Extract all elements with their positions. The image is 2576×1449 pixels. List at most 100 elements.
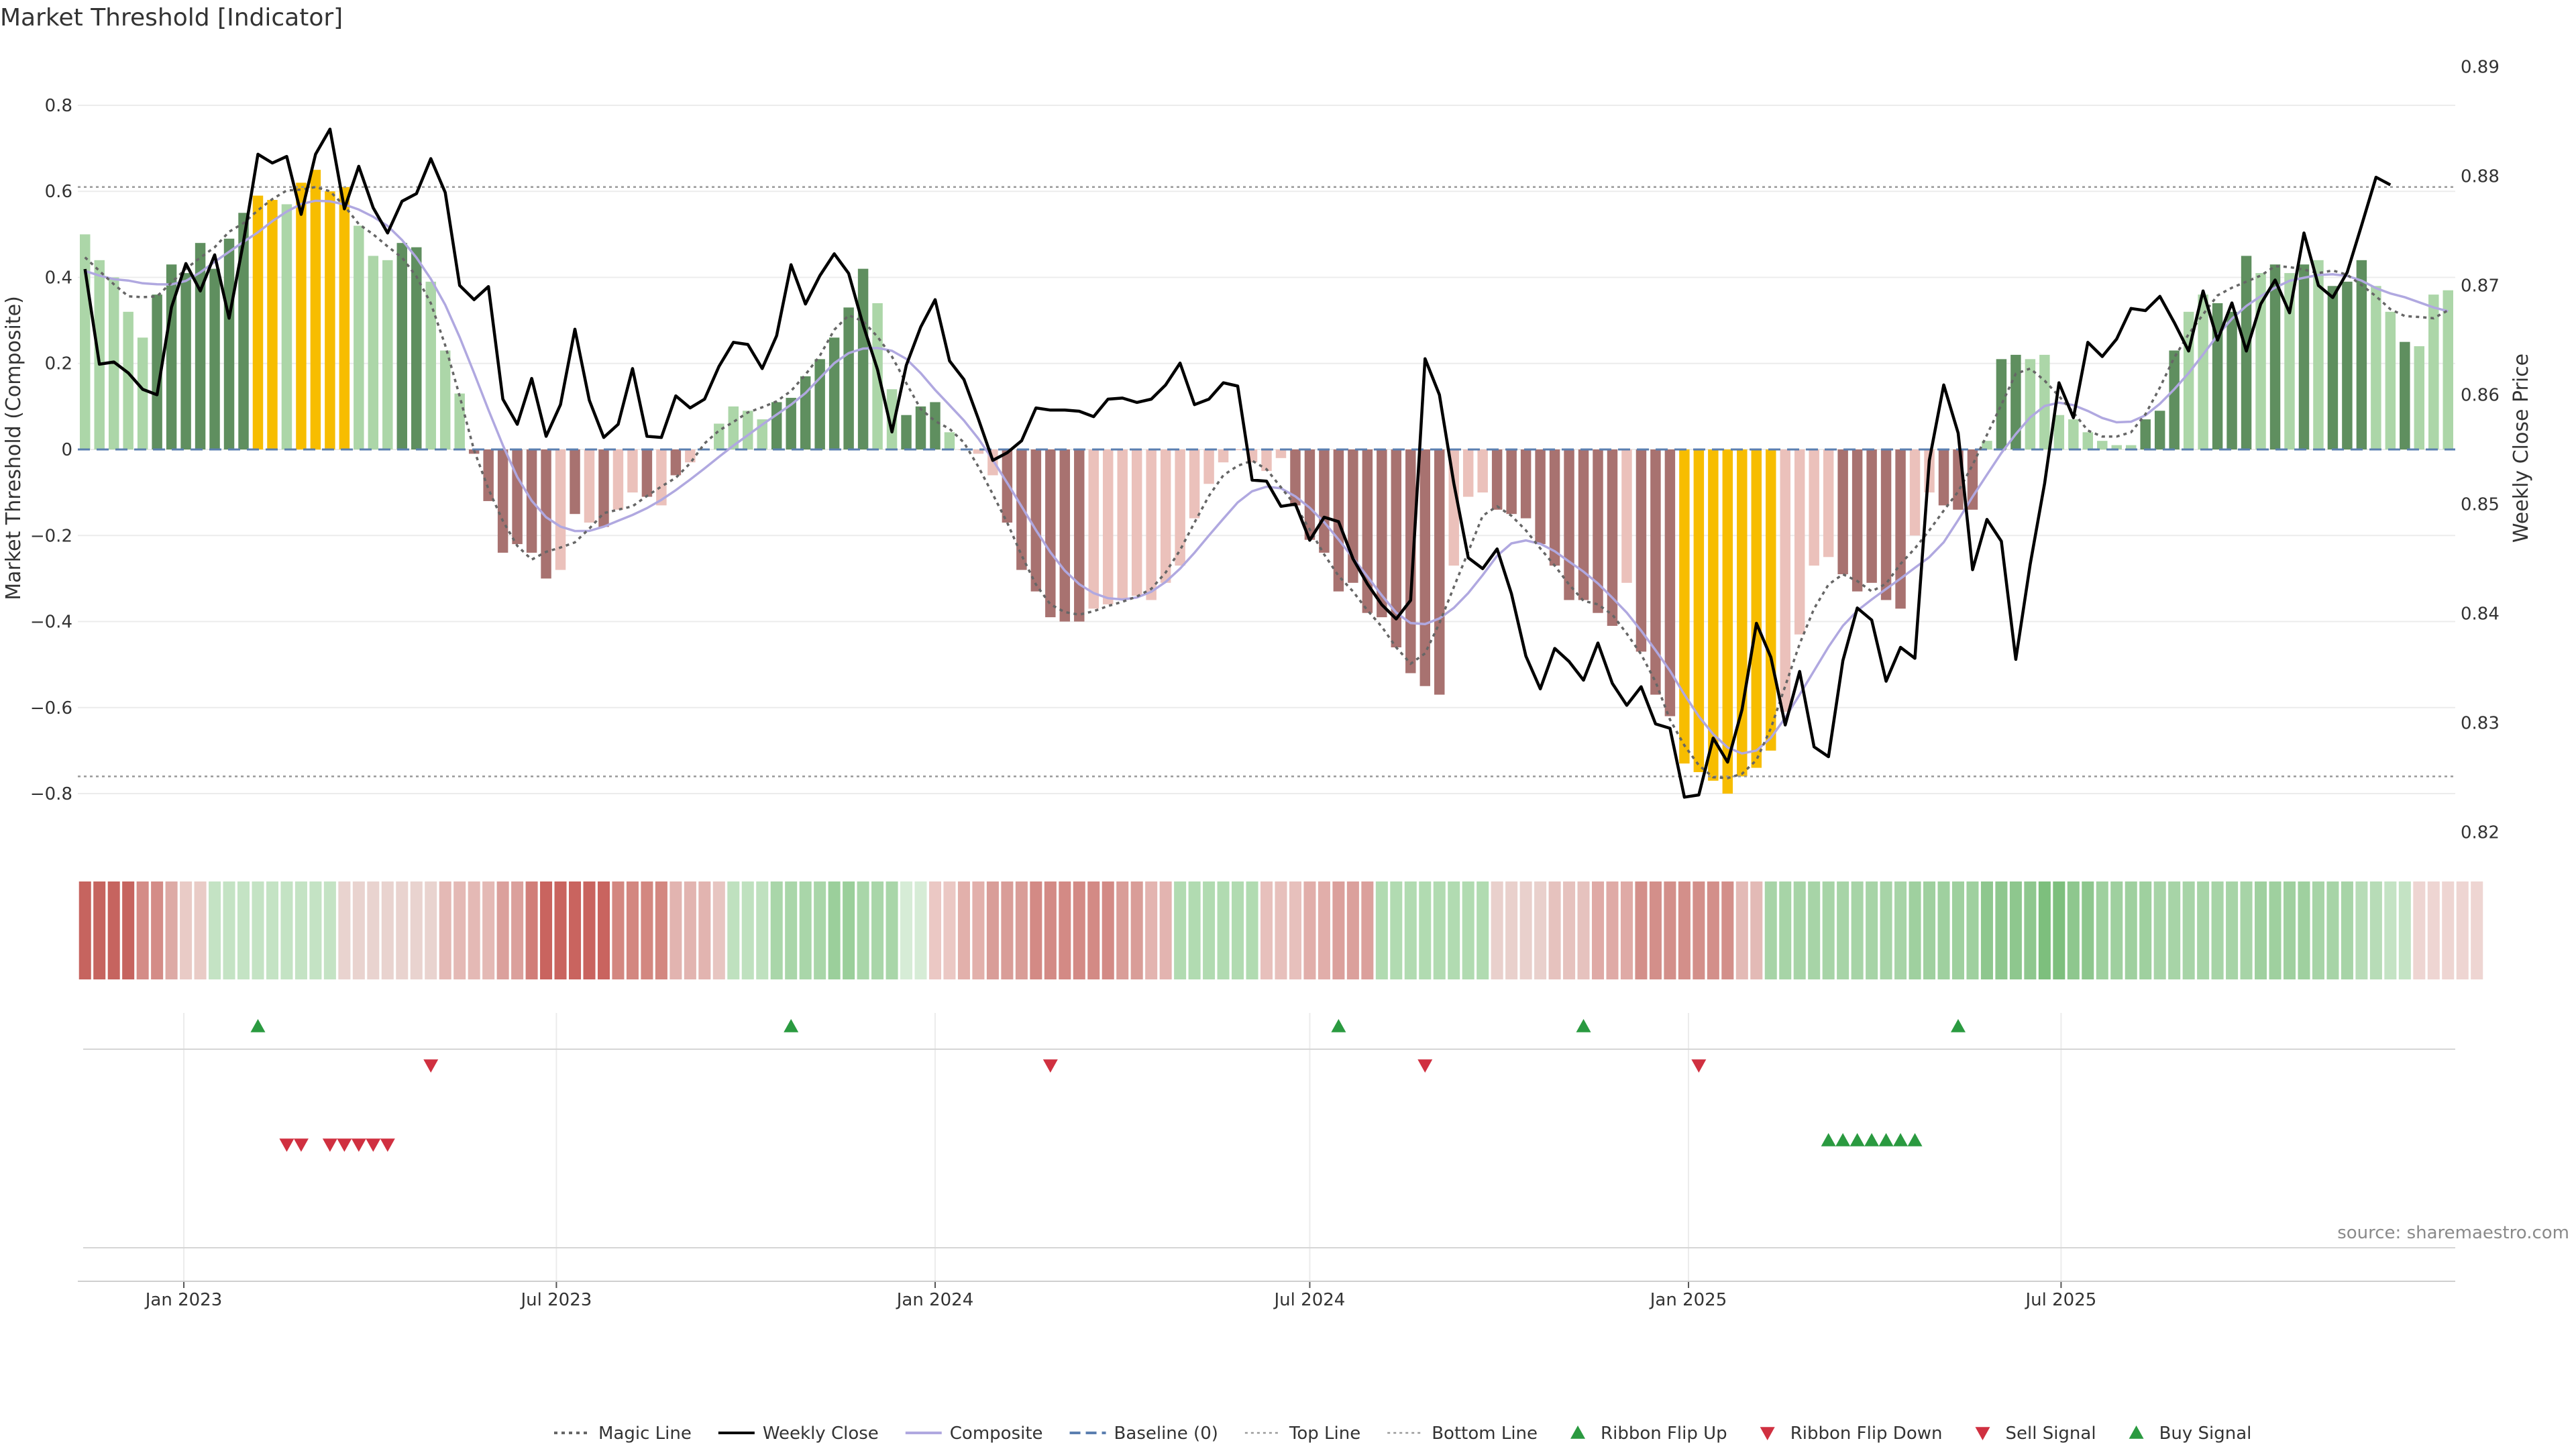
ribbon-cell [1664,881,1676,979]
composite-bar [1809,449,1819,566]
composite-bar [252,195,264,449]
composite-bar [1059,449,1071,622]
ribbon-cell [669,881,682,979]
legend-swatch [2129,1426,2144,1439]
weekly-close-line [83,127,2392,799]
composite-bar [714,423,724,449]
ribbon-cell [1448,881,1460,979]
ribbon-cell [453,881,466,979]
composite-bar [2039,354,2050,449]
chart-title: Market Threshold [Indicator] [0,4,343,32]
composite-bar [439,350,451,449]
composite-bar [1275,449,1287,458]
ribbon-cell [1203,881,1216,979]
composite-bar [1722,449,1733,794]
ribbon-cell [1505,881,1518,979]
ribbon-cell [209,881,221,979]
ribbon-cell [122,881,135,979]
legend-label: Sell Signal [2005,1424,2096,1444]
ribbon-cell [151,881,164,979]
ribbon-cell [194,881,207,979]
legend-label: Buy Signal [2159,1424,2252,1444]
composite-bar [1766,449,1776,751]
ribbon-cell [294,881,307,979]
composite-bar [1880,449,1892,600]
ribbon-cell [496,881,509,979]
ribbon-cell [2312,881,2324,979]
x-tick-label: Jan 2024 [896,1290,974,1310]
ribbon-cell [612,881,625,979]
buy-signal-marker [1893,1133,1909,1146]
ribbon-cell [698,881,711,979]
composite-bar [1996,359,2007,449]
ribbon-cell [1059,881,1071,979]
ribbon-cell [770,881,783,979]
ribbon-flip-up-marker [1576,1019,1591,1032]
ribbon-cell [1591,881,1605,979]
ribbon-cell [814,881,826,979]
composite-bar [1520,449,1532,519]
composite-bar [223,238,235,449]
sell-signal-marker [366,1138,381,1152]
composite-bar [1462,449,1474,497]
composite-bar [2284,273,2295,449]
ribbon-cell [1620,881,1633,979]
left-tick-label: −0.8 [30,784,72,804]
ribbon-cell [1217,881,1230,979]
magic-line [84,186,2449,780]
composite-bar [2356,260,2367,449]
composite-bar [80,234,91,449]
ribbon-cell [2471,881,2483,979]
ribbon-cell [2355,881,2368,979]
ribbon-cell [1880,881,1892,979]
ribbon-cell [2182,881,2195,979]
composite-bar [1491,449,1503,510]
ribbon-cell [540,881,553,979]
ribbon-cell [367,881,380,979]
composite-bar [1448,449,1459,566]
composite-bar [2082,432,2094,449]
ribbon-cell [1909,881,1921,979]
composite-bar [1016,449,1027,570]
right-tick-label: 0.89 [2461,58,2500,78]
composite-bar [339,186,350,449]
left-tick-label: −0.6 [30,698,72,718]
composite-bar [1823,449,1834,557]
ribbon-cell [2255,881,2267,979]
composite-bar [137,337,148,449]
composite-bar [1938,449,1949,506]
ribbon-cell [2139,881,2152,979]
composite-bar [2327,286,2339,449]
ribbon-cell [1419,881,1432,979]
left-axis-label: Market Threshold (Composite) [2,296,25,600]
composite-bar [641,449,653,497]
composite-bar [1103,449,1114,604]
ribbon-cell [237,881,250,979]
sell-signal-marker [380,1138,395,1152]
ribbon-cell [1462,881,1474,979]
composite-bar [1578,449,1589,600]
composite-bar [2068,419,2079,449]
composite-bar [411,247,422,449]
ribbon-cell [1866,881,1878,979]
ribbon-cell [1102,881,1114,979]
composite-bar [612,449,624,510]
composite-bar [786,398,796,449]
ribbon-cell [1606,881,1619,979]
composite-bar [396,243,408,449]
composite-bar [2140,419,2151,449]
composite-bar [2269,264,2281,449]
ribbon-cell [843,881,855,979]
composite-bar [1549,449,1560,566]
right-tick-label: 0.83 [2461,713,2500,733]
ribbon-cell [2283,881,2296,979]
composite-bar [915,406,926,449]
ribbon-cell [871,881,884,979]
ribbon-cell [525,881,538,979]
ribbon-cell [1837,881,1849,979]
composite-bar [2385,311,2396,449]
legend-label: Ribbon Flip Up [1601,1424,1727,1444]
axes: 0.8 0.6 0.4 0.2 0 −0.2 −0.4 −0.6 −0.8 0.89 0.88 0.8… [30,58,2500,1310]
composite-bar [310,170,321,450]
